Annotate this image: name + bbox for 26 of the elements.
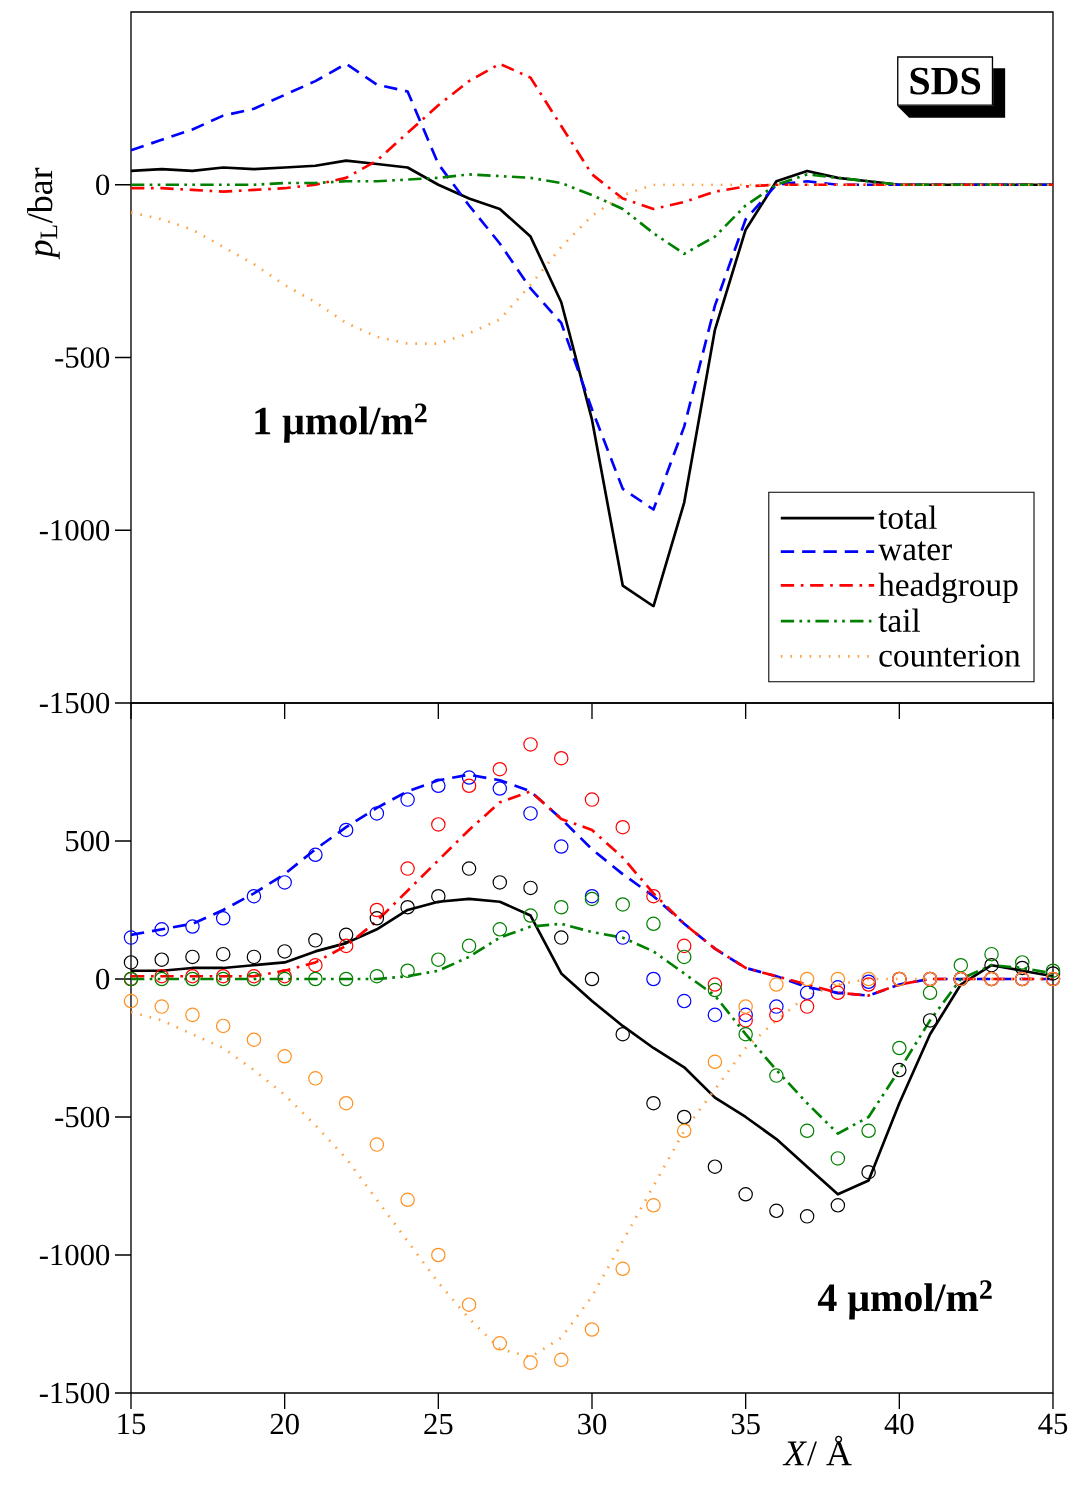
y-tick-label: -1000 — [39, 519, 110, 541]
legend-label: counterion — [879, 644, 1021, 667]
x-tick-label: 45 — [1038, 1413, 1068, 1435]
y-tick-label: -500 — [55, 1106, 110, 1128]
x-tick-label: 15 — [118, 1413, 146, 1435]
y-tick-label: 500 — [66, 830, 110, 852]
y-tick-label: -1500 — [39, 1382, 110, 1404]
legend-label: total — [878, 505, 937, 529]
y-axis-title: p$_{L}$/bar — [27, 167, 60, 260]
x-tick-label: 25 — [424, 1413, 453, 1435]
legend-label: headgroup — [878, 572, 1018, 604]
x-tick-label: 40 — [884, 1413, 914, 1435]
legend-label: water — [878, 541, 952, 561]
y-tick-label: -500 — [55, 347, 110, 368]
legend-label: tail — [878, 608, 921, 632]
x-tick-label: 35 — [731, 1413, 760, 1435]
annotation: SDS — [910, 67, 981, 95]
annotation: 1 μmol/m$^{2}$ — [255, 403, 427, 443]
y-tick-label: 0 — [96, 174, 110, 196]
y-tick-label: -1500 — [39, 692, 110, 714]
x-tick-label: 20 — [270, 1413, 299, 1435]
y-tick-label: -1000 — [39, 1244, 110, 1266]
annotation: 4 μmol/m$^{2}$ — [817, 1280, 992, 1320]
x-tick-label: 30 — [578, 1413, 607, 1435]
y-tick-label: 0 — [96, 968, 110, 990]
x-axis-title: X/ Å — [782, 1435, 852, 1466]
